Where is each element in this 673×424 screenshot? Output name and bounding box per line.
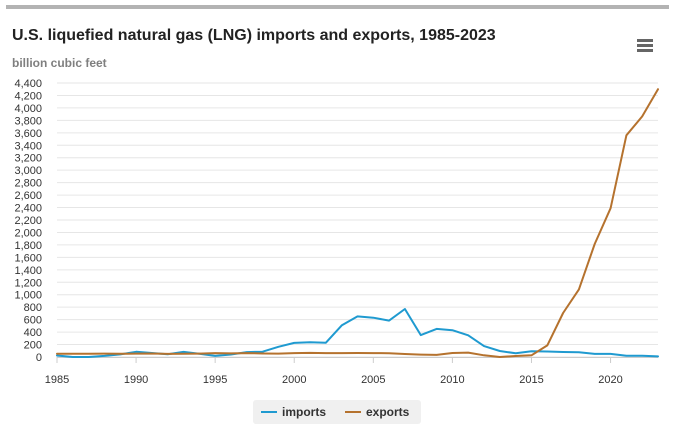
- series-line-imports: [56, 308, 659, 358]
- y-tick-label: 2,400: [14, 203, 42, 215]
- chart-y-unit-label: billion cubic feet: [12, 56, 107, 70]
- y-tick-label: 600: [24, 315, 42, 327]
- y-tick-label: 2,600: [14, 190, 42, 202]
- y-tick-label: 3,800: [14, 115, 42, 127]
- y-tick-label: 2,000: [14, 227, 42, 239]
- chart-title: U.S. liquefied natural gas (LNG) imports…: [12, 27, 496, 44]
- x-tick-label: 1985: [45, 374, 69, 386]
- y-tick-label: 4,000: [14, 103, 42, 115]
- y-tick-label: 800: [24, 302, 42, 314]
- y-tick-label: 4,400: [14, 78, 42, 90]
- legend-item-imports[interactable]: imports: [261, 400, 326, 424]
- x-tick-label: 2015: [519, 374, 543, 386]
- legend-imports-label: imports: [282, 405, 327, 419]
- x-tick-label: 2005: [361, 374, 385, 386]
- top-border: [6, 5, 669, 9]
- x-tick-label: 2020: [598, 374, 622, 386]
- chart-menu-button[interactable]: [633, 36, 659, 56]
- x-tick-label: 1995: [203, 374, 227, 386]
- hamburger-menu-icon: [637, 39, 653, 42]
- y-tick-label: 2,200: [14, 215, 42, 227]
- legend-exports-swatch: [345, 411, 361, 413]
- hamburger-menu-icon-bar: [637, 44, 653, 47]
- y-tick-label: 1,400: [14, 265, 42, 277]
- y-tick-label: 1,200: [14, 277, 42, 289]
- y-tick-label: 400: [24, 327, 42, 339]
- y-tick-label: 200: [24, 340, 42, 352]
- legend-item-exports[interactable]: exports: [345, 400, 409, 424]
- y-tick-label: 3,600: [14, 128, 42, 140]
- x-tick-label: 2000: [282, 374, 306, 386]
- y-tick-label: 3,000: [14, 165, 42, 177]
- y-tick-label: 1,800: [14, 240, 42, 252]
- y-tick-label: 1,000: [14, 290, 42, 302]
- hamburger-menu-icon-bar: [637, 49, 653, 52]
- y-tick-label: 4,200: [14, 90, 42, 102]
- x-tick-label: 1990: [124, 374, 148, 386]
- chart-legend: imports exports: [253, 400, 421, 424]
- legend-exports-label: exports: [366, 405, 410, 419]
- y-tick-label: 3,200: [14, 153, 42, 165]
- x-tick-label: 2010: [440, 374, 464, 386]
- y-tick-label: 2,800: [14, 178, 42, 190]
- y-tick-label: 0: [36, 352, 42, 364]
- legend-imports-swatch: [261, 411, 277, 413]
- y-tick-label: 3,400: [14, 140, 42, 152]
- series-line-exports: [56, 88, 659, 358]
- y-tick-label: 1,600: [14, 252, 42, 264]
